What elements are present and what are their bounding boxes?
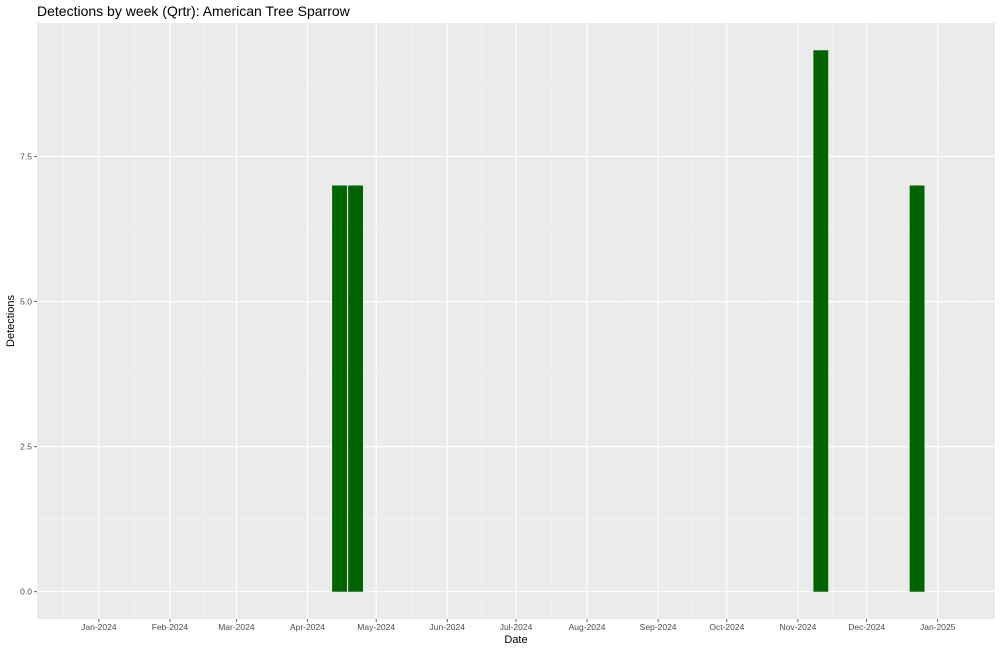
- y-tick-label: 5.0: [20, 297, 32, 307]
- x-tick-label: Mar-2024: [218, 622, 255, 632]
- y-tick-label: 0.0: [20, 587, 32, 597]
- y-axis: 0.0 2.5 5.0 7.5: [20, 151, 37, 597]
- x-axis-label: Date: [504, 634, 527, 646]
- x-tick-label: May-2024: [357, 622, 395, 632]
- x-tick-label: Dec-2024: [848, 622, 885, 632]
- x-tick-label: Jul-2024: [500, 622, 533, 632]
- y-tick-label: 7.5: [20, 151, 32, 161]
- bar-series: [332, 50, 925, 592]
- y-axis-label: Detections: [5, 295, 17, 347]
- bar: [909, 185, 925, 592]
- x-tick-label: Jun-2024: [430, 622, 466, 632]
- x-axis: Jan-2024 Feb-2024 Mar-2024 Apr-2024 May-2024…: [81, 619, 956, 632]
- minor-gridlines-x: [63, 23, 974, 619]
- bar: [813, 50, 829, 592]
- major-gridlines-x: [98, 23, 939, 619]
- bar: [348, 185, 363, 592]
- x-tick-label: Feb-2024: [152, 622, 189, 632]
- x-tick-label: Jan-2024: [81, 622, 117, 632]
- major-gridlines-y: [37, 155, 995, 593]
- chart-title: Detections by week (Qrtr): American Tree…: [37, 3, 351, 19]
- x-tick-label: Sep-2024: [640, 622, 677, 632]
- x-tick-label: Apr-2024: [290, 622, 325, 632]
- x-tick-label: Jan-2025: [920, 622, 956, 632]
- y-tick-label: 2.5: [20, 442, 32, 452]
- x-tick-label: Nov-2024: [779, 622, 816, 632]
- x-tick-label: Oct-2024: [709, 622, 744, 632]
- x-tick-label: Aug-2024: [569, 622, 606, 632]
- bar: [332, 185, 347, 592]
